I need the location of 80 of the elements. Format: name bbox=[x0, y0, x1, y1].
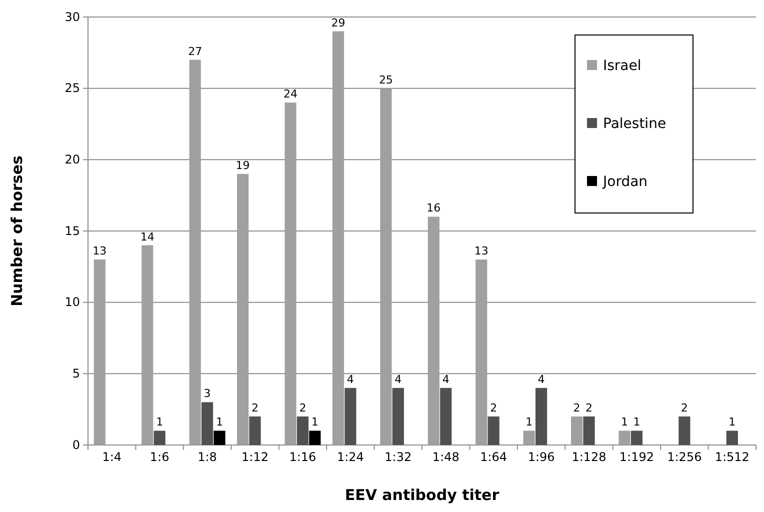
data-label: 27 bbox=[188, 44, 202, 58]
data-label: 4 bbox=[442, 372, 450, 386]
bar bbox=[583, 416, 595, 445]
bar bbox=[440, 388, 452, 445]
bar bbox=[344, 388, 356, 445]
data-label: 1 bbox=[311, 416, 318, 429]
bar bbox=[296, 416, 309, 445]
bar bbox=[630, 430, 643, 445]
legend-label: Palestine bbox=[603, 116, 666, 132]
x-tick-label: 1:12 bbox=[242, 450, 268, 464]
x-tick-label: 1:8 bbox=[198, 450, 217, 464]
bar bbox=[488, 416, 500, 445]
data-label: 19 bbox=[236, 158, 250, 172]
x-tick-label: 1:48 bbox=[432, 450, 460, 464]
bar bbox=[189, 60, 201, 445]
x-tick-label: 1:32 bbox=[384, 450, 412, 464]
data-label: 2 bbox=[490, 401, 498, 414]
data-label: 16 bbox=[426, 202, 441, 215]
data-label: 1 bbox=[621, 416, 628, 429]
data-label: 1 bbox=[156, 416, 164, 429]
bar bbox=[476, 260, 488, 445]
y-tick-label: 25 bbox=[64, 81, 80, 96]
x-tick-label: 1:4 bbox=[102, 450, 122, 464]
data-label: 24 bbox=[284, 88, 298, 101]
bar bbox=[571, 416, 583, 445]
data-label: 1 bbox=[216, 416, 223, 429]
data-label: 14 bbox=[140, 230, 154, 244]
data-label: 4 bbox=[538, 372, 545, 386]
bar bbox=[284, 102, 296, 445]
x-axis-title: EEV antibody titer bbox=[344, 486, 500, 504]
y-tick-label: 30 bbox=[64, 10, 80, 24]
y-tick-label: 20 bbox=[64, 152, 80, 167]
legend-label: Israel bbox=[603, 58, 642, 74]
data-label: 2 bbox=[252, 401, 258, 414]
x-tick-label: 1:16 bbox=[289, 450, 316, 464]
bar bbox=[309, 430, 321, 445]
bar bbox=[94, 260, 106, 445]
data-label: 2 bbox=[586, 401, 592, 414]
bar bbox=[332, 31, 344, 445]
data-label: 1 bbox=[728, 416, 736, 429]
x-tick-label: 1:96 bbox=[528, 450, 555, 464]
bar bbox=[618, 430, 630, 445]
x-tick-label: 1:192 bbox=[619, 450, 654, 464]
x-tick-label: 1:64 bbox=[480, 450, 508, 464]
x-tick-label: 1:512 bbox=[714, 450, 750, 464]
data-label: 13 bbox=[92, 244, 107, 258]
y-tick-label: 15 bbox=[64, 224, 80, 238]
bar bbox=[237, 174, 249, 445]
bar bbox=[428, 216, 440, 445]
x-tick-label: 1:24 bbox=[336, 450, 364, 464]
bar bbox=[154, 430, 166, 445]
bar bbox=[726, 430, 738, 445]
data-label: 2 bbox=[299, 401, 306, 414]
data-label: 13 bbox=[474, 244, 488, 258]
bar bbox=[392, 388, 404, 445]
data-label: 2 bbox=[573, 401, 580, 414]
x-tick-label: 1:6 bbox=[150, 450, 170, 464]
bar bbox=[249, 416, 261, 445]
y-tick-label: 0 bbox=[72, 438, 80, 452]
data-label: 4 bbox=[346, 372, 354, 386]
x-tick-label: 1:128 bbox=[572, 450, 606, 464]
data-label: 3 bbox=[204, 387, 211, 400]
y-tick-label: 10 bbox=[64, 295, 80, 310]
data-label: 29 bbox=[331, 16, 346, 30]
data-label: 25 bbox=[378, 73, 393, 86]
bar bbox=[214, 430, 226, 445]
x-tick-label: 1:256 bbox=[667, 450, 702, 464]
bar bbox=[201, 402, 214, 445]
bar bbox=[380, 88, 392, 445]
bar bbox=[523, 430, 535, 445]
bar bbox=[142, 245, 154, 445]
y-axis-title: Number of horses bbox=[8, 156, 26, 306]
bar bbox=[535, 388, 548, 445]
data-label: 4 bbox=[394, 372, 402, 386]
data-label: 1 bbox=[526, 416, 533, 429]
bar bbox=[678, 416, 690, 445]
data-label: 1 bbox=[633, 416, 640, 429]
legend-label: Jordan bbox=[602, 174, 648, 190]
y-tick-label: 5 bbox=[72, 366, 80, 381]
data-label: 2 bbox=[680, 401, 688, 414]
